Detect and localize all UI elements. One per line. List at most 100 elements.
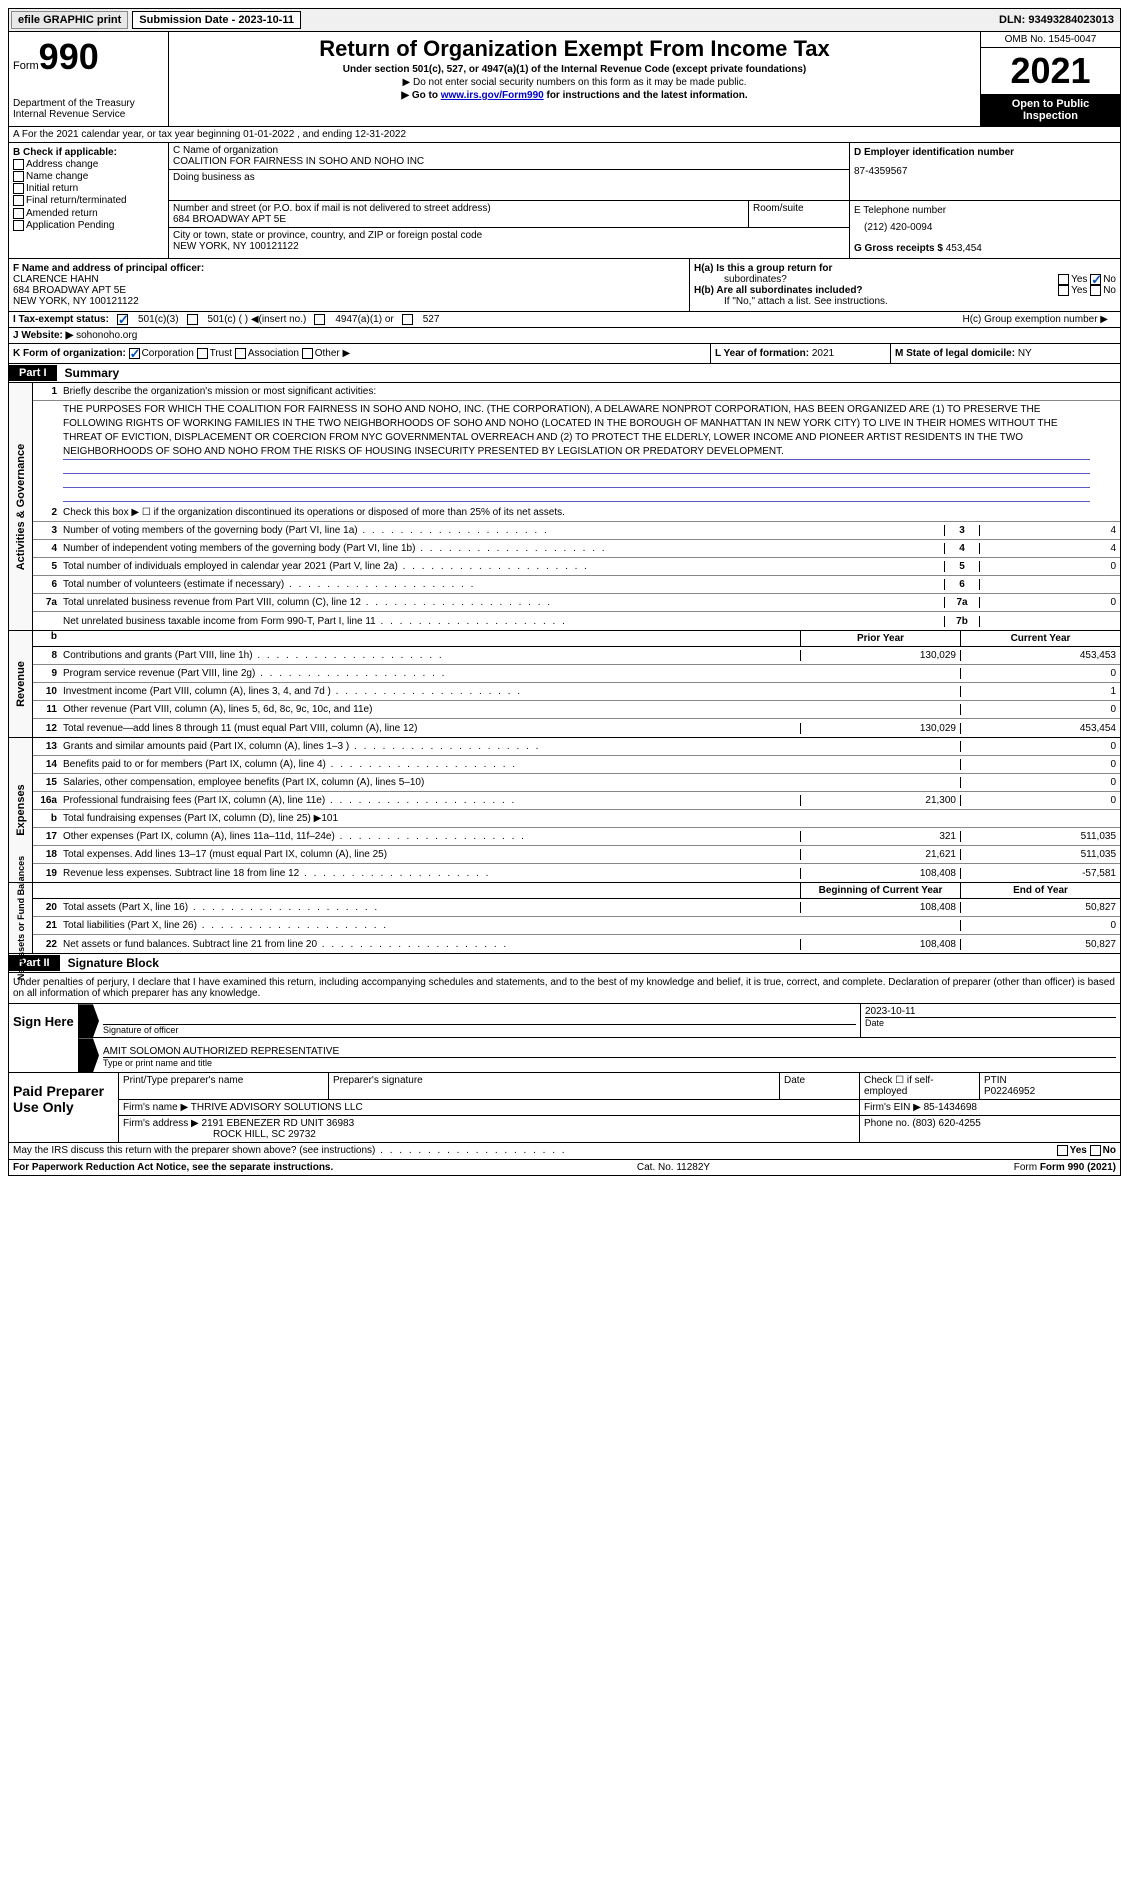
l10-cy: 1 [960,686,1120,697]
part1-label: Part I [9,365,57,381]
cb-527[interactable] [402,314,413,325]
l2-text: Check this box ▶ ☐ if the organization d… [61,506,1120,519]
cb-hb-no[interactable] [1090,285,1101,296]
street-label: Number and street (or P.O. box if mail i… [173,203,744,214]
l11-text: Other revenue (Part VIII, column (A), li… [61,703,800,716]
l10-text: Investment income (Part VIII, column (A)… [61,685,800,698]
ha-label: H(a) Is this a group return for [694,263,832,274]
l18-cy: 511,035 [960,849,1120,860]
l14-cy: 0 [960,759,1120,770]
gross-receipts: 453,454 [946,243,982,254]
part1-title: Summary [57,364,128,382]
tax-year: 2021 [981,48,1120,94]
cb-address-change[interactable]: Address change [13,159,164,170]
form-title: Return of Organization Exempt From Incom… [173,36,976,62]
side-governance: Activities & Governance [15,444,27,571]
section-b: B Check if applicable: Address change Na… [9,143,169,258]
g-label: G Gross receipts $ [854,243,943,254]
state-domicile: NY [1018,348,1032,359]
l14-text: Benefits paid to or for members (Part IX… [61,758,800,771]
cb-name-change[interactable]: Name change [13,171,164,182]
public-inspection: Open to Public Inspection [981,94,1120,126]
arrow-icon [79,1004,99,1037]
cb-trust[interactable] [197,348,208,359]
hdr-prior-year: Prior Year [800,631,960,646]
irs-link[interactable]: www.irs.gov/Form990 [441,90,544,101]
cb-discuss-yes[interactable] [1057,1145,1068,1156]
cb-ha-yes[interactable] [1058,274,1069,285]
l17-py: 321 [800,831,960,842]
row-a-period: A For the 2021 calendar year, or tax yea… [8,127,1121,143]
l20-boy: 108,408 [800,902,960,913]
ssn-note: ▶ Do not enter social security numbers o… [173,77,976,88]
j-label: J Website: ▶ [13,330,73,341]
side-revenue: Revenue [15,661,27,707]
c-name-label: C Name of organization [173,145,845,156]
m-label: M State of legal domicile: [895,348,1015,359]
prep-self-emp: Check ☐ if self-employed [860,1073,980,1099]
l12-cy: 453,454 [960,723,1120,734]
l22-eoy: 50,827 [960,939,1120,950]
l9-cy: 0 [960,668,1120,679]
firm-addr-label: Firm's address ▶ [123,1118,199,1129]
form-footer: Form 990 (2021) [1040,1162,1116,1173]
dba-label: Doing business as [173,172,845,183]
l3-val: 4 [980,525,1120,536]
ptin-label: PTIN [984,1075,1116,1086]
cb-501c[interactable] [187,314,198,325]
cb-other[interactable] [302,348,313,359]
form-prefix: Form [13,60,39,72]
pra-notice: For Paperwork Reduction Act Notice, see … [13,1162,333,1173]
sig-name-label: Type or print name and title [103,1057,1116,1068]
prep-name-hdr: Print/Type preparer's name [119,1073,329,1099]
hb-label: H(b) Are all subordinates included? [694,285,863,296]
l15-cy: 0 [960,777,1120,788]
sig-name: AMIT SOLOMON AUTHORIZED REPRESENTATIVE [103,1046,1116,1057]
l7b-text: Net unrelated business taxable income fr… [61,615,944,628]
cb-application-pending[interactable]: Application Pending [13,220,164,231]
firm-name: THRIVE ADVISORY SOLUTIONS LLC [191,1102,363,1113]
hc-label: H(c) Group exemption number ▶ [962,314,1116,325]
l9-text: Program service revenue (Part VIII, line… [61,667,800,680]
cat-no: Cat. No. 11282Y [637,1162,710,1173]
cb-final-return[interactable]: Final return/terminated [13,195,164,206]
cb-initial-return[interactable]: Initial return [13,183,164,194]
officer-name: CLARENCE HAHN [13,274,685,285]
l21-eoy: 0 [960,920,1120,931]
l16a-text: Professional fundraising fees (Part IX, … [61,794,800,807]
l5-val: 0 [980,561,1120,572]
cb-assoc[interactable] [235,348,246,359]
sig-date: 2023-10-11 [865,1006,1116,1017]
l7a-val: 0 [980,597,1120,608]
l12-text: Total revenue—add lines 8 through 11 (mu… [61,722,800,735]
cb-hb-yes[interactable] [1058,285,1069,296]
part2-title: Signature Block [60,954,167,972]
cb-4947[interactable] [314,314,325,325]
officer-addr1: 684 BROADWAY APT 5E [13,285,685,296]
dept-treasury: Department of the Treasury [13,98,164,109]
firm-ein: 85-1434698 [924,1102,977,1113]
prep-sig-hdr: Preparer's signature [329,1073,780,1099]
cb-corp[interactable] [129,348,140,359]
l3-text: Number of voting members of the governin… [61,524,944,537]
room-label: Room/suite [749,201,849,227]
l19-py: 108,408 [800,868,960,879]
hb-note: If "No," attach a list. See instructions… [694,296,1116,307]
firm-addr2: ROCK HILL, SC 29732 [123,1129,316,1140]
form-number: 990 [39,36,99,77]
cb-discuss-no[interactable] [1090,1145,1101,1156]
l12-py: 130,029 [800,723,960,734]
paid-preparer-label: Paid Preparer Use Only [9,1073,119,1142]
efile-print-button[interactable]: efile GRAPHIC print [11,11,128,29]
e-header: E Telephone number [854,205,1116,216]
cb-501c3[interactable] [117,314,128,325]
cb-amended[interactable]: Amended return [13,208,164,219]
ha-sub: subordinates? [694,274,787,285]
l20-text: Total assets (Part X, line 16) [61,901,800,914]
l22-text: Net assets or fund balances. Subtract li… [61,938,800,951]
cb-ha-no[interactable] [1090,274,1101,285]
firm-phone-label: Phone no. [864,1118,910,1129]
l15-text: Salaries, other compensation, employee b… [61,776,800,789]
ptin-value: P02246952 [984,1086,1116,1097]
l16a-py: 21,300 [800,795,960,806]
